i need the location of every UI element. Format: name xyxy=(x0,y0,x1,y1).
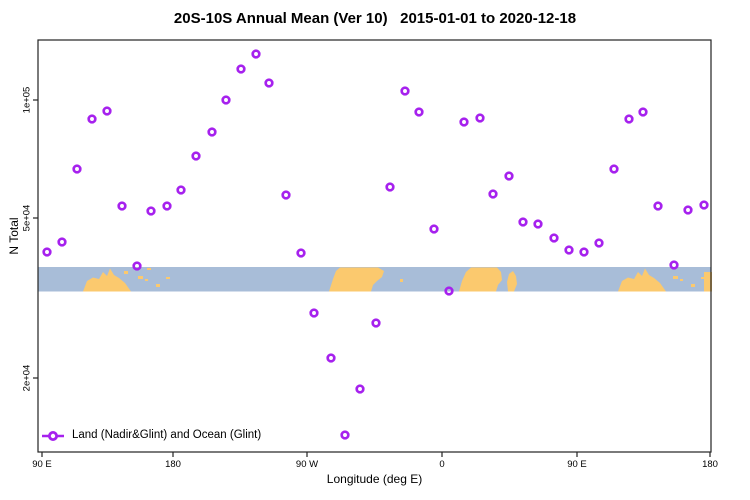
data-point xyxy=(146,206,156,216)
data-point xyxy=(400,86,410,96)
x-tick-label: 90 W xyxy=(295,459,319,470)
data-point xyxy=(459,117,469,127)
data-point xyxy=(221,95,231,105)
data-point xyxy=(624,114,634,124)
data-point xyxy=(475,113,485,123)
data-point xyxy=(42,247,52,257)
scatter-points xyxy=(42,49,709,440)
data-point xyxy=(236,64,246,74)
data-point xyxy=(533,219,543,229)
legend-label: Land (Nadir&Glint) and Ocean (Glint) xyxy=(72,429,262,441)
data-point xyxy=(264,78,274,88)
data-point xyxy=(683,205,693,215)
data-point xyxy=(414,107,424,117)
y-tick-label: 2e+04 xyxy=(21,364,33,392)
data-point xyxy=(132,261,142,271)
x-tick-label: 90 E xyxy=(32,459,52,470)
data-point xyxy=(638,107,648,117)
plot-frame xyxy=(33,39,712,457)
data-point xyxy=(518,217,528,227)
data-point xyxy=(87,114,97,124)
data-point xyxy=(296,248,306,258)
data-point xyxy=(355,384,365,394)
y-tick-label: 1e+05 xyxy=(21,86,33,114)
data-point xyxy=(72,164,82,174)
data-point xyxy=(207,127,217,137)
x-tick-label: 0 xyxy=(439,459,445,470)
data-point xyxy=(669,260,679,270)
chart-title: 20S-10S Annual Mean (Ver 10) 2015-01-01 … xyxy=(173,10,577,27)
data-point xyxy=(340,430,350,440)
land-australia-east xyxy=(618,268,666,292)
land-south-america xyxy=(329,267,384,292)
x-axis-title: Longitude (deg E) xyxy=(326,472,423,486)
data-point xyxy=(191,151,201,161)
data-point xyxy=(326,353,336,363)
data-point xyxy=(444,286,454,296)
data-point xyxy=(653,201,663,211)
x-tick-label: 180 xyxy=(702,459,718,470)
data-point xyxy=(429,224,439,234)
data-point xyxy=(281,190,291,200)
data-point xyxy=(117,201,127,211)
data-point xyxy=(57,237,67,247)
legend-marker-icon xyxy=(42,430,64,441)
data-point xyxy=(579,247,589,257)
y-tick-label: 5e+04 xyxy=(21,204,33,232)
data-point xyxy=(699,200,709,210)
data-point xyxy=(309,308,319,318)
x-tick-label: 90 E xyxy=(567,459,587,470)
land-australia-west-wrap xyxy=(83,268,131,292)
data-point xyxy=(488,189,498,199)
x-tick-label: 180 xyxy=(165,459,181,470)
data-point xyxy=(504,171,514,181)
data-point xyxy=(594,238,604,248)
y-axis-title: N Total xyxy=(7,217,21,255)
data-point xyxy=(609,164,619,174)
world-map-band xyxy=(38,267,712,292)
data-point xyxy=(176,185,186,195)
land-africa xyxy=(459,267,502,292)
data-point xyxy=(549,233,559,243)
land-madagascar xyxy=(507,271,517,292)
data-point xyxy=(162,201,172,211)
data-point xyxy=(385,182,395,192)
data-point xyxy=(371,318,381,328)
data-point xyxy=(564,245,574,255)
data-point xyxy=(102,106,112,116)
data-point xyxy=(251,49,261,59)
